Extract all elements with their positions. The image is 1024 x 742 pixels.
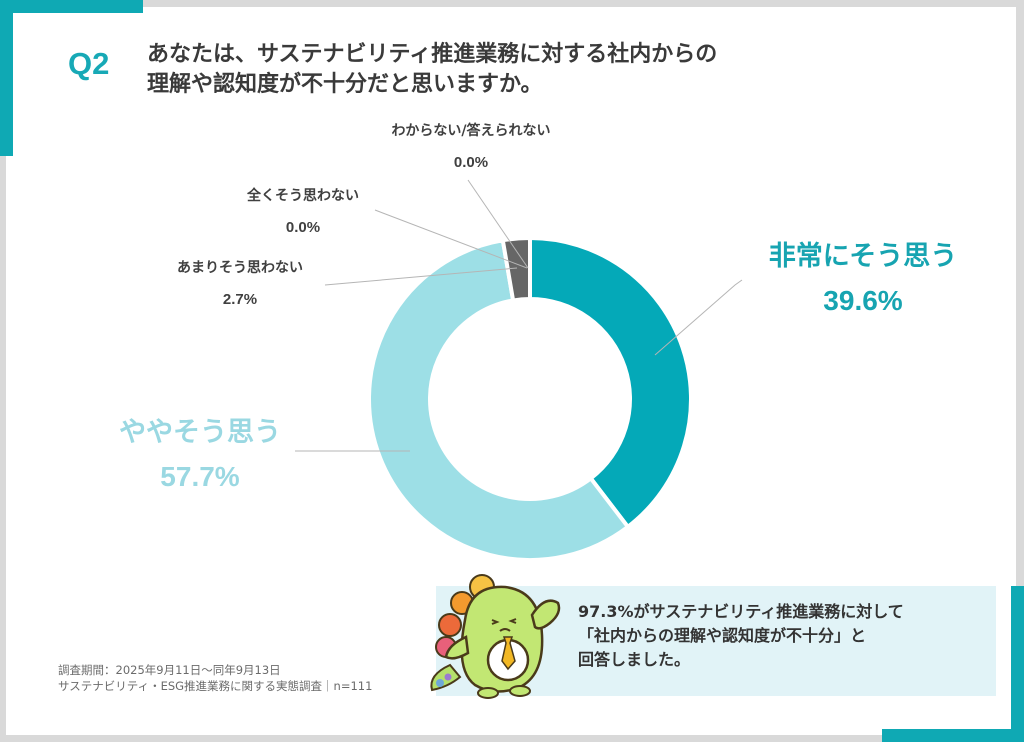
question-title: あなたは、サステナビリティ推進業務に対する社内からの 理解や認知度が不十分だと思… [147, 40, 847, 100]
leader-line-very-much [654, 279, 743, 356]
callout-line-2: 「社内からの理解や認知度が不十分」と [578, 626, 867, 645]
segment-somewhat [367, 237, 631, 562]
corner-accent-bottom-right-vertical [1011, 586, 1024, 742]
label-somewhat-pct: 57.7% [160, 461, 240, 492]
label-not-at-all-name: 全くそう思わない [247, 188, 359, 204]
callout-line-3: 回答しました。 [578, 650, 691, 669]
survey-period: 調査期間：2025年9月11日～同年9月13日 [58, 663, 281, 677]
label-not-at-all: 全くそう思わない 0.0% [213, 186, 393, 238]
question-number: Q2 [68, 46, 110, 81]
label-dont-know-pct: 0.0% [453, 154, 489, 171]
segment-very-much [528, 235, 693, 530]
corner-accent-bottom-right [882, 729, 1024, 742]
label-somewhat: ややそう思う 57.7% [90, 410, 310, 493]
segment-not-much [500, 235, 532, 303]
callout-line-1: 97.3%がサステナビリティ推進業務に対して [578, 602, 904, 621]
label-very-much-pct: 39.6% [823, 285, 903, 316]
survey-name: サステナビリティ・ESG推進業務に関する実態調査｜n=111 [58, 679, 373, 693]
label-very-much-name: 非常にそう思う [768, 241, 958, 272]
label-not-much: あまりそう思わない 2.7% [150, 258, 330, 310]
dinosaur-mascot-icon [430, 574, 561, 699]
label-somewhat-name: ややそう思う [119, 417, 281, 448]
label-not-much-name: あまりそう思わない [177, 260, 303, 276]
label-not-at-all-pct: 0.0% [285, 219, 321, 236]
leader-lines [295, 179, 743, 452]
corner-accent-top-left-vertical [0, 0, 13, 156]
question-line-2: 理解や認知度が不十分だと思いますか。 [147, 72, 543, 97]
donut-segments [367, 235, 693, 562]
label-not-much-pct: 2.7% [222, 291, 258, 308]
summary-callout-text: 97.3%がサステナビリティ推進業務に対して 「社内からの理解や認知度が不十分」… [578, 600, 904, 672]
leader-line-not-much [324, 267, 518, 286]
leader-line-dont-know [467, 179, 529, 269]
corner-accent-top-left [0, 0, 143, 13]
label-dont-know-name: わからない/答えられない [391, 123, 551, 139]
label-dont-know: わからない/答えられない 0.0% [366, 121, 576, 173]
leader-line-not-at-all [374, 209, 528, 269]
label-very-much: 非常にそう思う 39.6% [748, 234, 978, 317]
question-line-1: あなたは、サステナビリティ推進業務に対する社内からの [147, 42, 718, 67]
survey-footnote: 調査期間：2025年9月11日～同年9月13日 サステナビリティ・ESG推進業務… [58, 662, 372, 694]
